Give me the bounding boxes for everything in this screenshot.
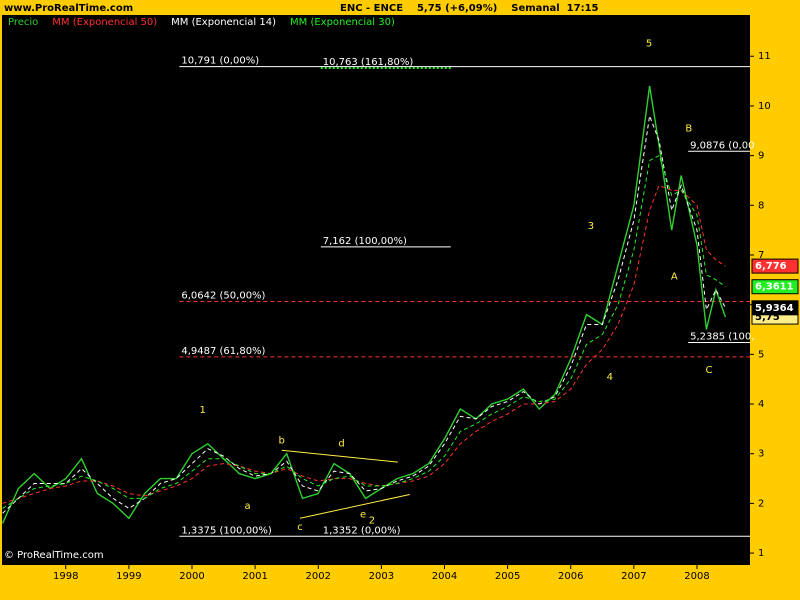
legend-entry: MM (Exponencial 30) bbox=[290, 17, 395, 28]
series-line bbox=[2, 154, 726, 509]
plot-area bbox=[2, 15, 750, 565]
legend-entry: MM (Exponencial 14) bbox=[171, 17, 276, 28]
level-label: 6,0642 (50,00%) bbox=[181, 290, 265, 301]
x-tick-label: 2008 bbox=[684, 571, 709, 582]
wave-label: 5 bbox=[646, 38, 652, 49]
wave-label: c bbox=[297, 522, 303, 533]
level-label: 5,2385 (100, bbox=[690, 331, 754, 342]
last-value-box bbox=[751, 279, 799, 295]
wave-label: A bbox=[671, 271, 678, 282]
y-tick-label: 2 bbox=[758, 498, 764, 509]
wave-label: d bbox=[338, 438, 344, 449]
copyright: © ProRealTime.com bbox=[4, 550, 104, 561]
last-value-label: 5,75 bbox=[755, 312, 780, 323]
wave-label: 1 bbox=[200, 405, 206, 416]
wave-label: a bbox=[244, 501, 250, 512]
series-line bbox=[2, 113, 726, 514]
legend: Precio MM (Exponencial 50) MM (Exponencial… bbox=[8, 17, 395, 28]
x-tick-label: 2005 bbox=[495, 571, 520, 582]
trendline bbox=[299, 493, 410, 519]
x-tick-label: 2002 bbox=[306, 571, 331, 582]
wave-label: B bbox=[685, 123, 692, 134]
x-tick-label: 1998 bbox=[53, 571, 78, 582]
level-label: 10,763 (161,80%) bbox=[323, 57, 414, 68]
level-label: 10,791 (0,00%) bbox=[181, 56, 259, 67]
legend-entry: MM (Exponencial 50) bbox=[52, 17, 157, 28]
y-tick-label: 8 bbox=[758, 200, 764, 211]
level-label: 1,3352 (0,00%) bbox=[323, 525, 401, 536]
y-tick-label: 10 bbox=[758, 101, 771, 112]
wave-label: 4 bbox=[607, 372, 613, 383]
y-tick-label: 5 bbox=[758, 349, 764, 360]
x-tick-label: 2006 bbox=[558, 571, 583, 582]
x-tick-label: 2007 bbox=[621, 571, 646, 582]
level-label: 1,3375 (100,00%) bbox=[181, 525, 272, 536]
trendline bbox=[281, 449, 398, 463]
x-tick-label: 2004 bbox=[432, 571, 457, 582]
x-tick-label: 2001 bbox=[242, 571, 267, 582]
y-tick-label: 1 bbox=[758, 548, 764, 559]
wave-label: 2 bbox=[369, 515, 375, 526]
level-label: 4,9487 (61,80%) bbox=[181, 346, 265, 357]
level-label: 9,0876 (0,00 bbox=[690, 140, 754, 151]
level-label: 7,162 (100,00%) bbox=[323, 236, 407, 247]
y-tick-label: 11 bbox=[758, 51, 771, 62]
y-tick-label: 4 bbox=[758, 399, 764, 410]
last-value-label: 5,9364 bbox=[755, 303, 794, 314]
x-tick-label: 1999 bbox=[116, 571, 141, 582]
x-tick-label: 2003 bbox=[369, 571, 394, 582]
last-value-box bbox=[751, 300, 799, 316]
wave-label: b bbox=[278, 435, 284, 446]
wave-label: C bbox=[705, 365, 712, 376]
chart-title: ENC - ENCE 5,75 (+6,09%) Semanal 17:15 bbox=[340, 3, 599, 14]
site: www.ProRealTime.com bbox=[4, 3, 133, 14]
y-tick-label: 9 bbox=[758, 151, 764, 162]
wave-label: e bbox=[360, 509, 366, 520]
last-value-label: 6,776 bbox=[755, 261, 787, 272]
last-value-box bbox=[751, 258, 799, 274]
y-tick-label: 3 bbox=[758, 449, 764, 460]
last-value-label: 6,3611 bbox=[755, 282, 794, 293]
x-tick-label: 2000 bbox=[179, 571, 204, 582]
wave-label: 3 bbox=[588, 221, 594, 232]
y-tick-label: 7 bbox=[758, 250, 764, 261]
legend-entry: Precio bbox=[8, 17, 38, 28]
